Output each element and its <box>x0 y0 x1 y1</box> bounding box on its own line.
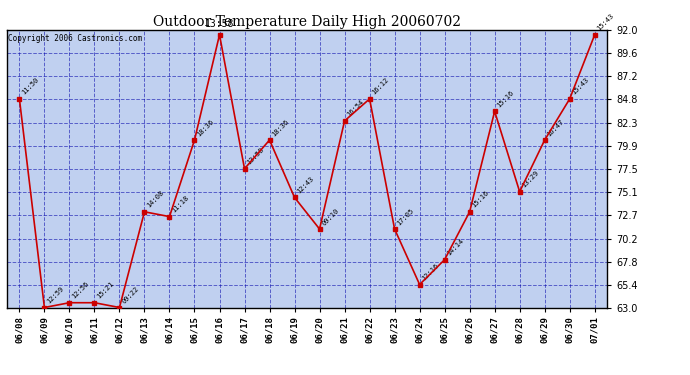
Text: 13:58: 13:58 <box>205 19 234 29</box>
Text: 13:58: 13:58 <box>246 147 265 166</box>
Title: Outdoor Temperature Daily High 20060702: Outdoor Temperature Daily High 20060702 <box>153 15 461 29</box>
Text: Copyright 2006 Castronics.com: Copyright 2006 Castronics.com <box>8 34 142 43</box>
Text: 15:16: 15:16 <box>496 89 515 108</box>
Text: 15:21: 15:21 <box>96 280 115 300</box>
Text: 18:36: 18:36 <box>271 118 290 137</box>
Text: 15:16: 15:16 <box>471 190 491 209</box>
Text: 18:36: 18:36 <box>196 118 215 137</box>
Text: 12:56: 12:56 <box>71 280 90 300</box>
Text: 15:43: 15:43 <box>571 77 591 96</box>
Text: 11:50: 11:50 <box>21 77 40 96</box>
Text: 14:08: 14:08 <box>146 190 165 209</box>
Text: 12:59: 12:59 <box>46 285 65 305</box>
Text: 13:29: 13:29 <box>521 170 540 189</box>
Text: 17:05: 17:05 <box>396 207 415 226</box>
Text: 09:22: 09:22 <box>121 285 140 305</box>
Text: 16:54: 16:54 <box>346 99 365 118</box>
Text: 15:43: 15:43 <box>596 13 615 32</box>
Text: 09:10: 09:10 <box>321 207 340 226</box>
Text: 16:47: 16:47 <box>546 118 565 137</box>
Text: 14:14: 14:14 <box>446 238 465 257</box>
Text: 12:43: 12:43 <box>296 176 315 195</box>
Text: 16:12: 16:12 <box>371 77 391 96</box>
Text: 12:16: 12:16 <box>421 262 440 282</box>
Text: 11:18: 11:18 <box>171 195 190 214</box>
